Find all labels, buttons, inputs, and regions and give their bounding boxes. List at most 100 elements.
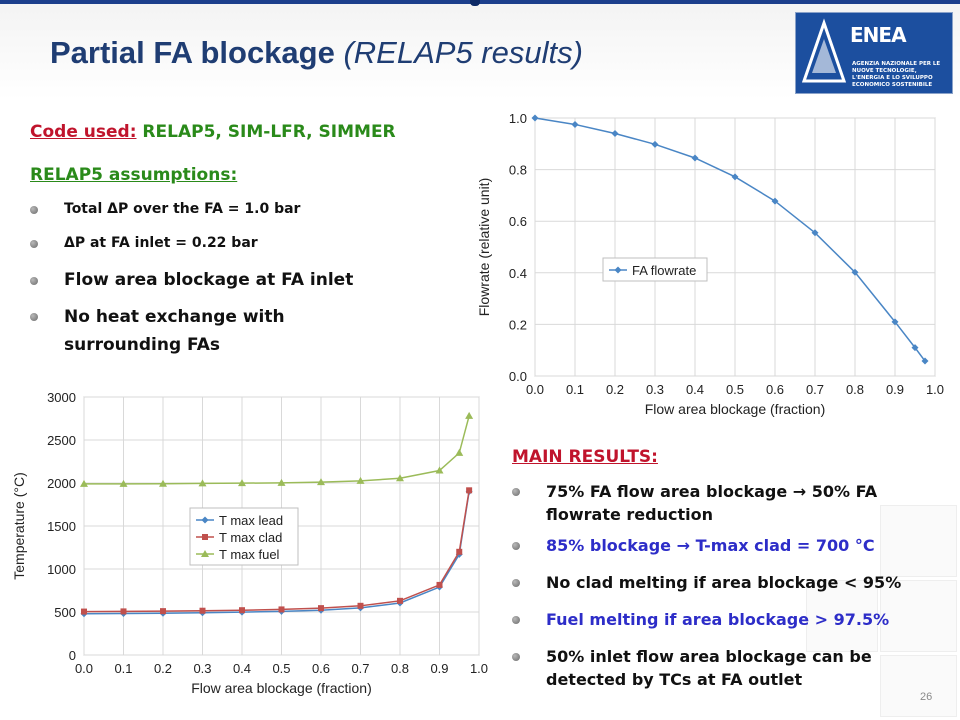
result-item: 85% blockage → T-max clad = 700 °C: [512, 534, 942, 557]
decorative-tile: [880, 580, 957, 652]
data-point: [921, 357, 929, 365]
data-point: [531, 114, 539, 122]
x-tick-label: 1.0: [926, 382, 944, 397]
y-tick-label: 0.4: [509, 266, 527, 281]
enea-emblem-icon: [801, 18, 847, 83]
data-point: [81, 608, 87, 615]
bullet-icon: [512, 542, 520, 550]
data-point: [198, 479, 207, 487]
y-tick-label: 500: [54, 605, 76, 620]
flowrate-chart: 0.0 0.1 0.2 0.3 0.4 0.5 0.6 0.7 0.8 0.9 1.0 0.0 0.2 0…: [476, 111, 944, 417]
assumption-item: No heat exchange with surrounding FAs: [30, 303, 410, 359]
data-point: [277, 478, 286, 486]
assumption-item: ΔP at FA inlet = 0.22 bar: [30, 234, 410, 268]
data-point: [891, 318, 899, 326]
results-title: MAIN RESULTS:: [512, 447, 658, 467]
result-text: 75% FA flow area blockage: [546, 482, 793, 501]
series-line: [84, 415, 470, 485]
y-tick-label: 0.0: [509, 369, 527, 384]
data-point: [771, 197, 779, 205]
assumption-item: Total ΔP over the FA = 1.0 bar: [30, 200, 410, 234]
bullet-icon: [30, 206, 38, 214]
bullet-icon: [30, 277, 38, 285]
legend-label: T max lead: [219, 513, 283, 528]
x-tick-label: 0.4: [686, 382, 704, 397]
legend-marker: [614, 266, 622, 274]
data-point: [691, 154, 699, 162]
y-tick-label: 1000: [47, 562, 76, 577]
x-tick-label: 0.7: [351, 661, 369, 676]
x-axis-label: Flow area blockage (fraction): [191, 680, 372, 696]
series-line: [534, 117, 926, 362]
x-tick-label: 0.3: [193, 661, 211, 676]
data-point: [851, 268, 859, 276]
y-tick-label: 0.2: [509, 317, 527, 332]
data-point: [466, 487, 473, 494]
x-tick-label: 0.3: [646, 382, 664, 397]
series-line: [83, 491, 470, 615]
x-tick-label: 0.2: [154, 661, 172, 676]
decorative-tile: [880, 655, 957, 717]
x-tick-label: 0.7: [806, 382, 824, 397]
bullet-icon: [512, 579, 520, 587]
legend-marker: [201, 550, 209, 557]
assumption-text: Flow area blockage at FA inlet: [64, 270, 354, 290]
bullet-icon: [512, 616, 520, 624]
decorative-tile: [880, 505, 957, 577]
result-text: 50% inlet flow area blockage can be dete…: [546, 647, 872, 689]
x-tick-label: 0.9: [886, 382, 904, 397]
x-tick-label: 0.2: [606, 382, 624, 397]
result-text: No clad melting if area blockage < 95%: [546, 573, 902, 592]
data-point: [456, 548, 463, 555]
data-point: [159, 479, 167, 487]
bullet-icon: [30, 240, 38, 248]
enea-logo: ENEA AGENZIA NAZIONALE PER LE NUOVE TECN…: [795, 12, 953, 94]
data-point: [119, 479, 128, 487]
data-point: [436, 581, 443, 588]
assumption-text: ΔP at FA inlet = 0.22 bar: [64, 235, 258, 251]
top-rule-mark: [470, 0, 480, 6]
y-tick-label: 0: [69, 648, 76, 663]
data-point: [435, 466, 444, 474]
data-point: [160, 608, 166, 615]
result-item: Fuel melting if area blockage > 97.5%: [512, 608, 942, 631]
data-point: [455, 448, 464, 456]
y-tick-label: 2000: [47, 476, 76, 491]
arrow-icon: →: [792, 482, 807, 501]
data-point: [239, 607, 245, 614]
data-point: [238, 479, 246, 487]
assumption-text: No heat exchange with surrounding FAs: [64, 307, 285, 355]
data-point: [811, 229, 819, 237]
data-point: [396, 474, 404, 482]
x-tick-label: 0.9: [430, 661, 448, 676]
result-item: 75% FA flow area blockage → 50% FA flowr…: [512, 480, 942, 526]
x-tick-label: 0.6: [766, 382, 784, 397]
arrow-icon: →: [676, 536, 690, 555]
logo-name: ENEA: [850, 23, 907, 47]
data-point: [611, 129, 619, 137]
y-axis-label: Flowrate (relative unit): [476, 178, 492, 317]
assumption-text: Total ΔP over the FA = 1.0 bar: [64, 201, 301, 217]
result-text: Fuel melting if area blockage > 97.5%: [546, 610, 890, 629]
result-text: 85% blockage: [546, 536, 677, 555]
result-text-end: 50% FA flowrate reduction: [546, 482, 878, 524]
data-point: [357, 602, 364, 609]
result-item: No clad melting if area blockage < 95%: [512, 571, 942, 594]
data-point: [356, 476, 365, 484]
assumptions-title: RELAP5 assumptions:: [30, 165, 238, 185]
data-point: [465, 411, 474, 419]
temperature-chart: 0.0 0.1 0.2 0.3 0.4 0.5 0.6 0.7 0.8 0.9 1.0 0 500 100…: [11, 390, 488, 696]
x-tick-label: 0.1: [114, 661, 132, 676]
x-tick-label: 0.4: [233, 661, 251, 676]
data-point: [120, 608, 127, 615]
code-used-label: Code used:: [30, 122, 137, 142]
data-point: [397, 597, 403, 604]
slide-title-sub: (RELAP5 results): [343, 35, 583, 70]
y-tick-label: 1500: [47, 519, 76, 534]
x-tick-label: 0.8: [391, 661, 409, 676]
y-tick-label: 2500: [47, 433, 76, 448]
data-point: [80, 479, 88, 487]
code-used-value: RELAP5, SIM-LFR, SIMMER: [136, 122, 396, 142]
logo-tagline: AGENZIA NAZIONALE PER LE NUOVE TECNOLOGI…: [852, 61, 941, 88]
legend-box: [602, 257, 708, 282]
